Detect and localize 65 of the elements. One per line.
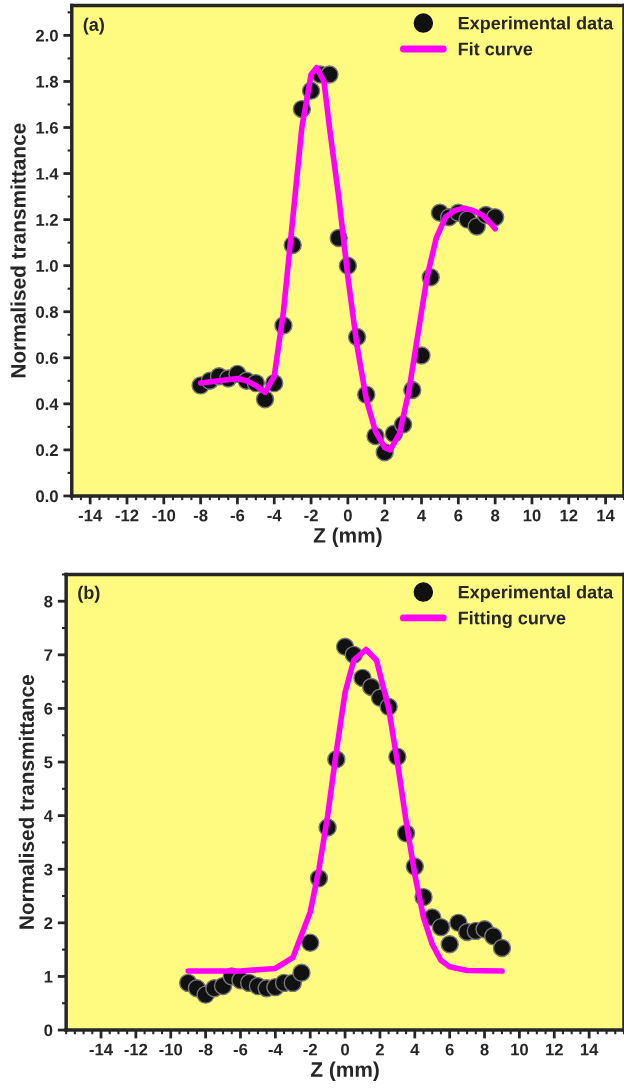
x-tick-label: 14	[597, 509, 615, 522]
y-tick-label: 0.2	[36, 444, 58, 457]
point	[301, 933, 320, 952]
point	[492, 938, 512, 958]
y-tick-label: 4	[43, 810, 53, 822]
y-tick-label: 1.8	[36, 75, 59, 88]
x-tick-label: 8	[491, 509, 500, 522]
x-tick-label: -14	[89, 1043, 113, 1056]
y-tick-label: 5	[44, 756, 53, 769]
y-axis-title: Normalised transmittance	[18, 675, 35, 929]
x-tick-label: -2	[304, 509, 318, 522]
y-tick-label: 1.4	[36, 168, 59, 180]
y-tick-label: 7	[44, 649, 53, 661]
y-tick-label: 8	[44, 595, 53, 608]
y-tick-label: 0	[44, 1024, 53, 1037]
x-axis-title: Z (mm)	[313, 527, 382, 547]
x-tick-label: 2	[380, 509, 389, 522]
x-tick-label: 4	[417, 509, 427, 522]
x-tick-label: 6	[454, 509, 463, 522]
point	[292, 963, 311, 982]
legend-label: Experimental data	[458, 585, 614, 603]
x-tick-label: -8	[198, 1043, 213, 1056]
annotation: (a)	[83, 17, 104, 35]
x-tick-label: -8	[193, 509, 208, 522]
x-tick-label: -10	[152, 509, 176, 522]
y-tick-label: 0.6	[36, 352, 58, 364]
y-tick-label: 1.0	[36, 260, 58, 272]
x-tick-label: 12	[546, 1043, 563, 1056]
y-tick-label: 0.8	[36, 306, 59, 318]
x-tick-label: 0	[341, 1043, 350, 1056]
y-tick-label: 2	[44, 917, 53, 929]
x-tick-label: -2	[303, 1043, 317, 1056]
y-axis-title: Normalised transmittance	[10, 123, 26, 378]
x-tick-label: 14	[580, 1043, 599, 1056]
x-axis-title: Z (mm)	[310, 1061, 379, 1081]
x-tick-label: 10	[523, 509, 541, 522]
annotation: (b)	[78, 585, 100, 603]
point	[440, 935, 459, 954]
y-tick-label: 6	[44, 702, 53, 715]
legend-label: Fit curve	[458, 42, 533, 56]
x-tick-label: -12	[115, 509, 139, 522]
point	[431, 917, 451, 937]
y-tick-label: 1.6	[36, 121, 58, 134]
x-tick-label: -4	[267, 509, 282, 522]
y-tick-label: 0.4	[36, 398, 59, 411]
x-tick-label: 6	[445, 1043, 454, 1056]
y-tick-label: 1.2	[36, 214, 58, 226]
x-tick-label: 0	[343, 509, 352, 522]
x-tick-label: -12	[124, 1043, 148, 1056]
x-tick-label: -14	[78, 509, 103, 522]
x-tick-label: -10	[159, 1043, 183, 1056]
y-tick-label: 2.0	[35, 29, 58, 42]
y-tick-label: 1	[44, 971, 53, 983]
y-tick-label: 0.0	[36, 490, 58, 503]
legend-label: Experimental data	[458, 16, 614, 34]
x-tick-label: -4	[268, 1043, 283, 1056]
x-tick-label: 8	[480, 1043, 489, 1056]
x-tick-label: -6	[233, 1043, 248, 1056]
x-tick-label: 12	[560, 509, 578, 522]
y-tick-label: 3	[44, 863, 53, 876]
x-tick-label: 4	[410, 1043, 420, 1056]
x-tick-label: -6	[230, 509, 245, 522]
legend-label: Fitting curve	[458, 611, 566, 629]
x-tick-label: 10	[511, 1043, 528, 1056]
x-tick-label: 2	[375, 1043, 384, 1056]
